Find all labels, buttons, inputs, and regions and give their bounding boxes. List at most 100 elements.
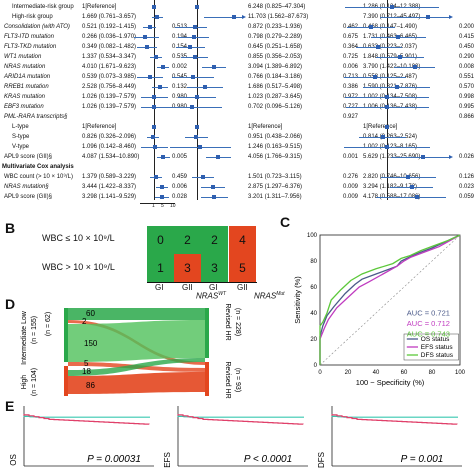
x-tick-label: 20 <box>345 370 352 376</box>
forest-c2: 1.501 (0.723–3.115) <box>248 174 302 180</box>
forest-label: Multivariate Cox analysis <box>2 164 74 170</box>
forest-c2: 11.703 (1.562–87.673) <box>248 14 309 20</box>
forest-c2: 1[Reference] <box>248 124 283 130</box>
risk-cell: 3 <box>201 254 228 282</box>
y-tick-label: 0 <box>314 363 318 369</box>
forest-p3: 0.200 <box>459 24 474 30</box>
y-tick-label: 40 <box>310 311 317 317</box>
sankey-node-high <box>64 366 68 396</box>
left-count-62: (n = 62) <box>45 312 52 336</box>
reference-line-2 <box>197 0 198 200</box>
legend-label: EFS status <box>421 344 454 351</box>
forest-row: FLT3-TKD mutation 0.349 (0.082–1.482) 0.15… <box>0 42 474 52</box>
row-label-high-wbc: WBC > 10 × 10⁹/L <box>42 262 115 272</box>
left-group-high: High <box>21 375 28 390</box>
forest-c1: 1.026 (0.139–7.579) <box>82 104 137 110</box>
forest-label: ARID1A mutation <box>4 74 51 80</box>
forest-c2: 0.951 (0.438–2.066) <box>248 134 303 140</box>
forest-c2: 6.248 (0.825–47.304) <box>248 4 306 10</box>
hazard-ratio-point <box>409 185 414 189</box>
hazard-ratio-point <box>385 105 390 109</box>
panel-a: Intermediate-risk group 1[Reference] 6.248… <box>0 0 474 209</box>
risk-cell: 2 <box>174 226 201 254</box>
hazard-ratio-point <box>202 85 207 89</box>
hazard-ratio-point <box>152 145 157 149</box>
forest-c1: 1.669 (0.761–3.657) <box>82 14 137 20</box>
grid-axis <box>147 282 257 283</box>
hazard-ratio-point <box>390 5 395 9</box>
hazard-ratio-point <box>369 25 374 29</box>
forest-label: Intermediate-risk group <box>12 4 74 10</box>
panel-c-letter: C <box>280 214 291 230</box>
forest-c2: 3.201 (1.311–7.956) <box>248 194 302 200</box>
hazard-ratio-point <box>385 95 390 99</box>
forest-p2: 0.009 <box>343 194 359 200</box>
risk-cell: 2 <box>201 226 228 254</box>
x-axis-label: 100 − Specificity (%) <box>356 378 425 387</box>
hazard-ratio-point <box>420 155 425 159</box>
y-tick-label: 100 <box>307 233 318 239</box>
forest-label: PML-RARA transcripts§ <box>4 114 68 120</box>
x-tick-label: 60 <box>401 370 408 376</box>
hazard-ratio-point <box>380 135 385 139</box>
y-tick-label: 60 <box>310 285 317 291</box>
forest-c1: 4.010 (1.671–9.623) <box>82 64 137 70</box>
forest-p1: 0.459 <box>172 174 188 180</box>
forest-c1: 0.826 (0.326–2.096) <box>82 134 137 140</box>
forest-c1: 0.349 (0.082–1.482) <box>82 44 137 50</box>
forest-c1: 3.444 (1.422–8.337) <box>82 184 137 190</box>
ci-arrow <box>449 15 453 19</box>
forest-label: NRAS mutation§ <box>4 184 49 190</box>
forest-tick-label: 1 <box>152 203 155 209</box>
forest-c1: 1.337 (0.534–3.347) <box>82 54 137 60</box>
forest-label: High-risk group <box>12 14 53 20</box>
forest-c1: 0.521 (0.192–1.415) <box>82 24 137 30</box>
forest-p2: 0.006 <box>343 64 359 70</box>
forest-p1: 0.535 <box>172 54 188 60</box>
sankey-node-revised-low <box>205 308 209 358</box>
km-y-label: OS <box>9 454 18 466</box>
hazard-ratio-point <box>216 155 221 159</box>
forest-p3: 0.551 <box>459 74 474 80</box>
forest-label: FLT3-ITD mutation <box>4 34 54 40</box>
hazard-ratio-point <box>195 5 199 9</box>
forest-c3: 3.294 (1.182–9.172) <box>363 184 418 190</box>
forest-label: L-type <box>12 124 29 130</box>
grid-column-label: GII <box>182 283 193 292</box>
roc-line-efs <box>319 234 461 365</box>
legend-box <box>403 333 459 361</box>
auc-annotation: AUC = 0.712 <box>407 319 450 328</box>
forest-c2: 0.645 (0.251–1.658) <box>248 44 303 50</box>
hazard-ratio-point <box>190 75 195 79</box>
hazard-ratio-point <box>143 35 148 39</box>
hazard-ratio-point <box>194 135 199 139</box>
forest-c1: 3.298 (1.141–9.529) <box>82 194 137 200</box>
panel-b-letter: B <box>5 220 16 236</box>
confidence-interval <box>203 17 242 18</box>
forest-row: Consolidation (with ATO) 0.521 (0.192–1.4… <box>0 22 474 32</box>
sankey-flow <box>68 358 205 376</box>
forest-c2: 1.246 (0.163–9.515) <box>248 144 303 150</box>
hazard-ratio-point <box>147 75 152 79</box>
hazard-ratio-point <box>414 195 419 199</box>
forest-label: KRAS mutation <box>4 94 46 100</box>
forest-p2: 0.927 <box>343 114 359 120</box>
hazard-ratio-point <box>192 25 197 29</box>
forest-p3: 0.866 <box>459 114 474 120</box>
hazard-ratio-point <box>158 85 163 89</box>
km-y-label: DFS <box>317 452 326 468</box>
forest-c3: 3.790 (1.422–10.100) <box>363 64 421 70</box>
forest-label: FLT3-TKD mutation <box>4 44 57 50</box>
hazard-ratio-point <box>396 35 401 39</box>
hazard-ratio-point <box>160 185 165 189</box>
forest-axis <box>140 203 175 204</box>
forest-row: NRAS mutation 4.010 (1.671–9.623) 0.002 3.0… <box>0 62 474 72</box>
forest-p3: 0.570 <box>459 84 474 90</box>
forest-c2: 1.686 (0.517–5.498) <box>248 84 303 90</box>
forest-label: APL9 score (GII)§ <box>4 154 53 160</box>
forest-label: S-type <box>12 134 30 140</box>
reference-line-3 <box>387 0 388 200</box>
forest-p2: 0.009 <box>343 184 359 190</box>
hazard-ratio-point <box>231 15 236 19</box>
